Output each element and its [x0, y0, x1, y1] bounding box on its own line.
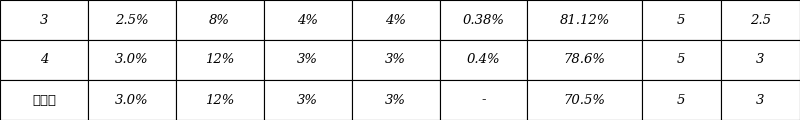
Bar: [88, 0, 176, 40]
Bar: [439, 0, 527, 40]
Text: 3%: 3%: [385, 54, 406, 66]
Text: 4%: 4%: [297, 14, 318, 27]
Text: 8%: 8%: [210, 14, 230, 27]
Text: 4%: 4%: [385, 14, 406, 27]
Bar: [88, 80, 176, 120]
Bar: [176, 0, 264, 40]
Bar: [352, 80, 439, 120]
Text: 81.12%: 81.12%: [559, 14, 610, 27]
Text: 5: 5: [677, 93, 686, 107]
Text: 0.38%: 0.38%: [462, 14, 505, 27]
Text: 3.0%: 3.0%: [115, 93, 149, 107]
Bar: [642, 40, 721, 80]
Bar: [176, 40, 264, 80]
Bar: [642, 80, 721, 120]
Bar: [527, 80, 642, 120]
Bar: [352, 0, 439, 40]
Text: 2.5%: 2.5%: [115, 14, 149, 27]
Text: 5: 5: [677, 14, 686, 27]
Text: 3%: 3%: [297, 93, 318, 107]
Text: 3: 3: [40, 14, 48, 27]
Text: 3: 3: [756, 93, 765, 107]
Text: 70.5%: 70.5%: [564, 93, 606, 107]
Text: -: -: [482, 93, 486, 107]
Bar: [721, 40, 800, 80]
Bar: [0, 40, 88, 80]
Bar: [439, 40, 527, 80]
Bar: [264, 80, 352, 120]
Text: 78.6%: 78.6%: [564, 54, 606, 66]
Text: 12%: 12%: [205, 93, 234, 107]
Bar: [88, 40, 176, 80]
Text: 对比例: 对比例: [32, 93, 56, 107]
Text: 4: 4: [40, 54, 48, 66]
Text: 2.5: 2.5: [750, 14, 771, 27]
Bar: [721, 0, 800, 40]
Text: 12%: 12%: [205, 54, 234, 66]
Text: 3: 3: [756, 54, 765, 66]
Text: 5: 5: [677, 54, 686, 66]
Text: 0.4%: 0.4%: [466, 54, 500, 66]
Bar: [0, 0, 88, 40]
Bar: [439, 80, 527, 120]
Bar: [527, 40, 642, 80]
Text: 3%: 3%: [385, 93, 406, 107]
Bar: [264, 0, 352, 40]
Bar: [264, 40, 352, 80]
Bar: [642, 0, 721, 40]
Bar: [352, 40, 439, 80]
Bar: [176, 80, 264, 120]
Bar: [721, 80, 800, 120]
Bar: [0, 80, 88, 120]
Bar: [527, 0, 642, 40]
Text: 3.0%: 3.0%: [115, 54, 149, 66]
Text: 3%: 3%: [297, 54, 318, 66]
